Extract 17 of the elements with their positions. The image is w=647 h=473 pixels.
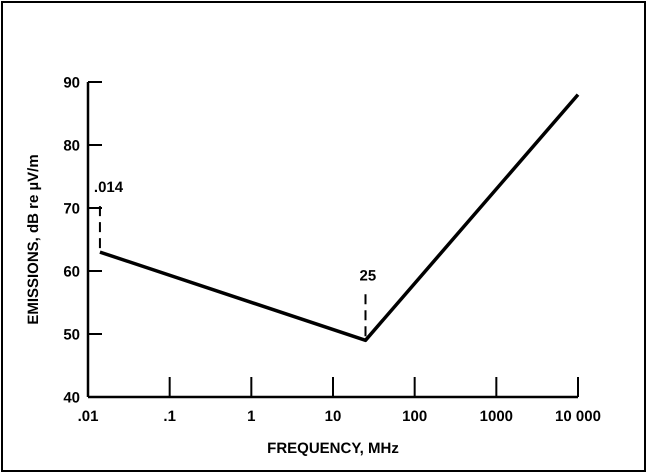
x-tick-label: 100 (402, 408, 428, 425)
y-tick-label: 40 (63, 389, 80, 406)
x-tick-label: .01 (78, 408, 98, 425)
y-tick-label: 80 (63, 137, 80, 154)
y-axis-title: EMISSIONS, dB re µV/m (25, 154, 42, 325)
x-tick-label: 10 000 (555, 408, 601, 425)
annotation: .014 (94, 179, 124, 196)
x-tick-label: .1 (163, 408, 176, 425)
y-tick-label: 50 (63, 326, 80, 344)
y-tick-label: 70 (63, 200, 80, 218)
annotation: 25 (360, 267, 376, 284)
x-axis-title: FREQUENCY, MHz (267, 440, 399, 457)
x-tick-label: 10 (324, 408, 342, 425)
y-tick-label: 60 (63, 263, 80, 280)
x-tick-label: 1 (247, 408, 256, 425)
y-tick-label: 90 (63, 74, 80, 92)
x-tick-label: 1000 (480, 408, 514, 425)
